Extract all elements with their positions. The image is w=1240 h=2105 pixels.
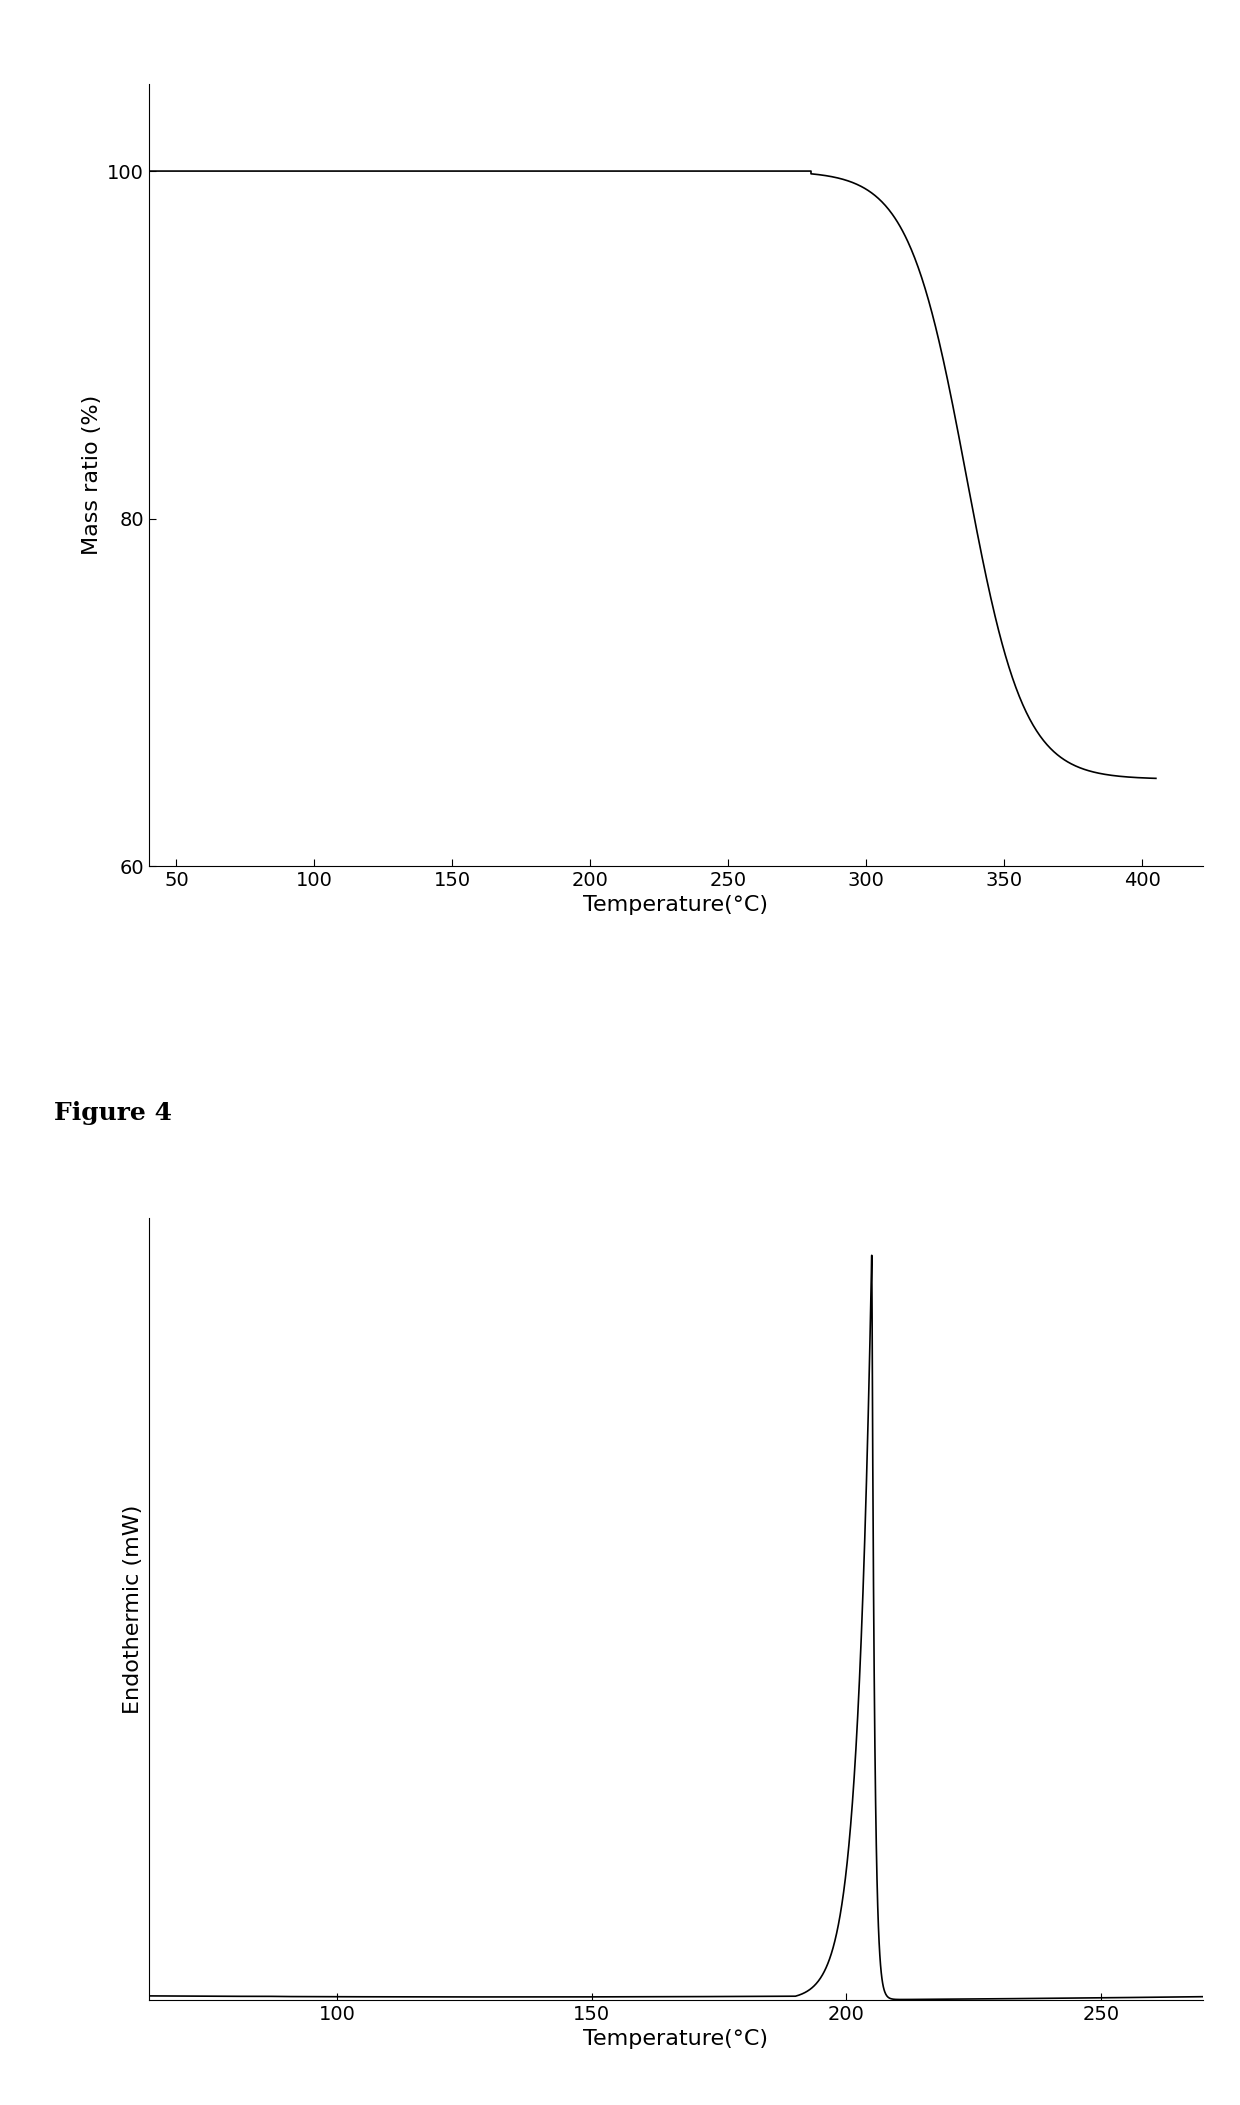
X-axis label: Temperature(°C): Temperature(°C) <box>583 895 769 916</box>
Text: Figure 4: Figure 4 <box>53 1101 172 1124</box>
Y-axis label: Mass ratio (%): Mass ratio (%) <box>82 396 102 556</box>
Y-axis label: Endothermic (mW): Endothermic (mW) <box>123 1505 144 1713</box>
X-axis label: Temperature(°C): Temperature(°C) <box>583 2029 769 2048</box>
